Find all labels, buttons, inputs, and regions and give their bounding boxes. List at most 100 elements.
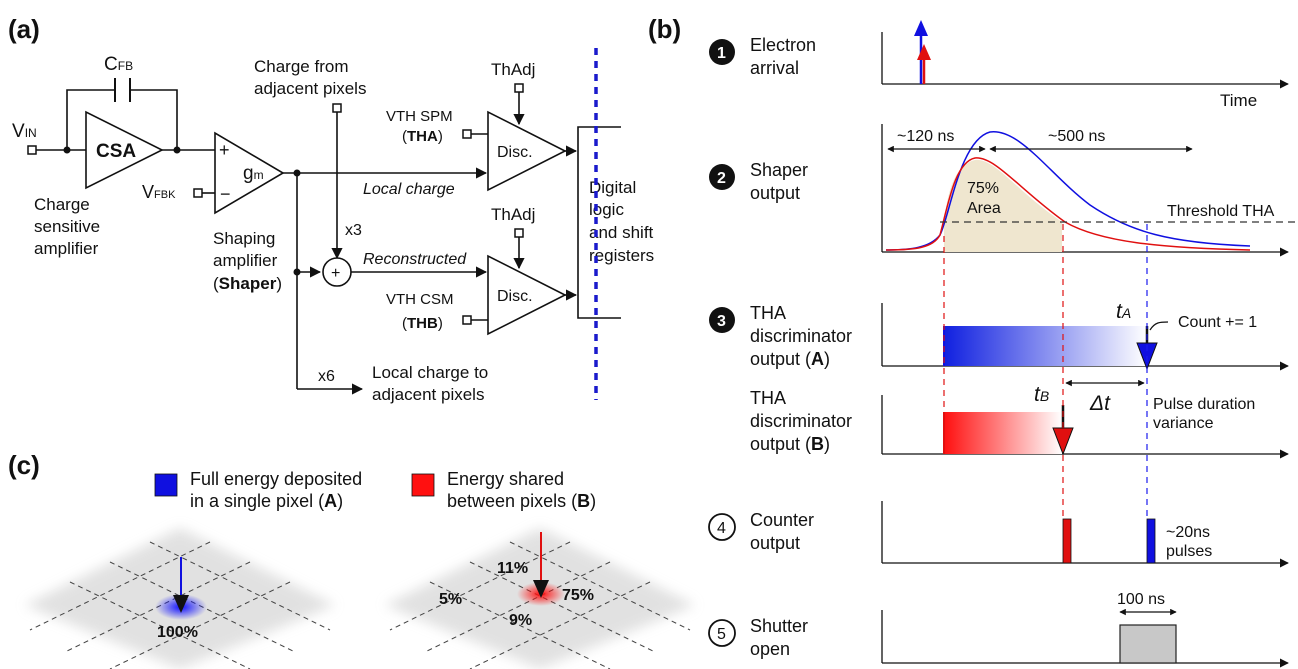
step1-line1: Electron: [750, 35, 816, 55]
shaper-desc-3: (Shaper): [213, 274, 282, 293]
full-legend-1: Full energy deposited: [190, 469, 362, 489]
t120-label: ~120 ns: [897, 128, 954, 145]
x6-label: x6: [318, 368, 335, 385]
pulses-line2: pulses: [1166, 543, 1212, 560]
shaper-amplifier: [214, 131, 285, 215]
x3-label: x3: [345, 222, 362, 239]
variance-line1: Pulse duration: [1153, 396, 1255, 413]
step1-number: 1: [717, 45, 726, 62]
t100-label: 100 ns: [1117, 591, 1165, 608]
shutter-pulse: [1119, 624, 1177, 664]
gm-label: gm: [243, 163, 264, 184]
shaper-plus: +: [219, 140, 230, 160]
stepb-line2: discriminator: [750, 411, 852, 431]
thadj-b-label: ThAdj: [491, 205, 535, 224]
step5-number: 5: [717, 626, 726, 643]
local-charge-label: Local charge: [363, 181, 455, 198]
discriminator-a: [487, 110, 567, 192]
variance-line2: variance: [1153, 415, 1214, 432]
counter-pulse-blue: [1146, 518, 1156, 564]
t500-label: ~500 ns: [1048, 128, 1105, 145]
thb-terminal: [462, 315, 472, 325]
shaper-minus: −: [220, 184, 231, 204]
thadj-b-terminal: [514, 228, 524, 238]
area-line1: 75%: [967, 180, 999, 197]
step2-line1: Shaper: [750, 160, 808, 180]
charge-from-2: adjacent pixels: [254, 79, 366, 98]
cfb-label: CFB: [104, 54, 133, 75]
pixel-grid-right: 11% 5% 75% 9%: [385, 528, 695, 669]
digital-4: registers: [589, 246, 654, 265]
disc-a-label: Disc.: [497, 144, 533, 161]
vin-label: VIN: [12, 121, 37, 142]
disc-b-label: Disc.: [497, 288, 533, 305]
step1-line2: arrival: [750, 58, 799, 78]
shaper-red-curve: [885, 157, 1251, 251]
csa-amplifier: [85, 110, 164, 190]
pulses-line1: ~20ns: [1166, 524, 1210, 541]
step4-number: 4: [717, 520, 726, 537]
reconstructed-label: Reconstructed: [363, 251, 467, 268]
panel-b-label: (b): [648, 14, 681, 44]
digital-2: logic: [589, 200, 624, 219]
stepb-line3: output (B): [750, 434, 830, 454]
digital-1: Digital: [589, 178, 636, 197]
vth-spm-label: VTH SPM: [386, 108, 453, 125]
tha-label: (THA): [402, 128, 443, 145]
panel-a-label: (a): [8, 14, 40, 44]
step5-line2: open: [750, 639, 790, 659]
step5-line1: Shutter: [750, 616, 808, 636]
vfbk-label: VFBK: [142, 182, 176, 202]
panel-c: (c) Full energy deposited in a single pi…: [8, 450, 695, 669]
pct-left: 5%: [439, 591, 462, 608]
step3-line1: THA: [750, 303, 786, 323]
csa-desc-1: Charge: [34, 195, 90, 214]
pct-100: 100%: [157, 624, 198, 641]
area-line2: Area: [967, 200, 1001, 217]
threshold-label: Threshold THA: [1167, 203, 1275, 220]
tha-terminal: [462, 129, 472, 139]
shaper-desc-1: Shaping: [213, 229, 275, 248]
step3-number: 3: [717, 313, 726, 330]
count-label: Count += 1: [1178, 314, 1257, 331]
tb-label: tB: [1034, 383, 1049, 406]
panel-b: (b) 1 Electron arrival Time 2 Shaper out…: [648, 14, 1298, 668]
vin-terminal: [27, 145, 37, 155]
local-to-adj-2: adjacent pixels: [372, 385, 484, 404]
csa-desc-3: amplifier: [34, 239, 99, 258]
step3-line3: output (A): [750, 349, 830, 369]
shared-legend-1: Energy shared: [447, 469, 564, 489]
step4-line2: output: [750, 533, 800, 553]
csa-desc-2: sensitive: [34, 217, 100, 236]
pct-right: 75%: [562, 587, 594, 604]
step4-line1: Counter: [750, 510, 814, 530]
sum-plus: +: [331, 265, 340, 282]
time-label: Time: [1220, 91, 1257, 110]
vth-csm-label: VTH CSM: [386, 291, 454, 308]
dt-label: Δt: [1089, 392, 1111, 415]
area-fill: [944, 159, 1062, 222]
panel-c-label: (c): [8, 450, 40, 480]
adjacent-terminal: [332, 103, 342, 113]
thadj-a-terminal: [514, 83, 524, 93]
panel-a: (a) VIN CFB CSA Charge sensitive amplifi…: [8, 14, 654, 404]
thadj-a-label: ThAdj: [491, 60, 535, 79]
discriminator-b: [487, 254, 567, 336]
stepb-line1: THA: [750, 388, 786, 408]
ta-label: tA: [1116, 300, 1131, 323]
local-to-adj-1: Local charge to: [372, 363, 488, 382]
step2-number: 2: [717, 170, 726, 187]
vfbk-terminal: [193, 188, 203, 198]
pulse-b: [944, 412, 1062, 454]
csa-label: CSA: [96, 141, 136, 162]
counter-pulse-red: [1062, 518, 1072, 564]
legend-blue-swatch: [154, 473, 178, 497]
pulse-a: [944, 326, 1147, 366]
shaper-desc-2: amplifier: [213, 251, 278, 270]
digital-logic-block: [577, 126, 621, 319]
pixel-grid-left: 100%: [25, 528, 335, 669]
shared-legend-2: between pixels (B): [447, 491, 596, 511]
digital-3: and shift: [589, 223, 654, 242]
step2-line2: output: [750, 183, 800, 203]
